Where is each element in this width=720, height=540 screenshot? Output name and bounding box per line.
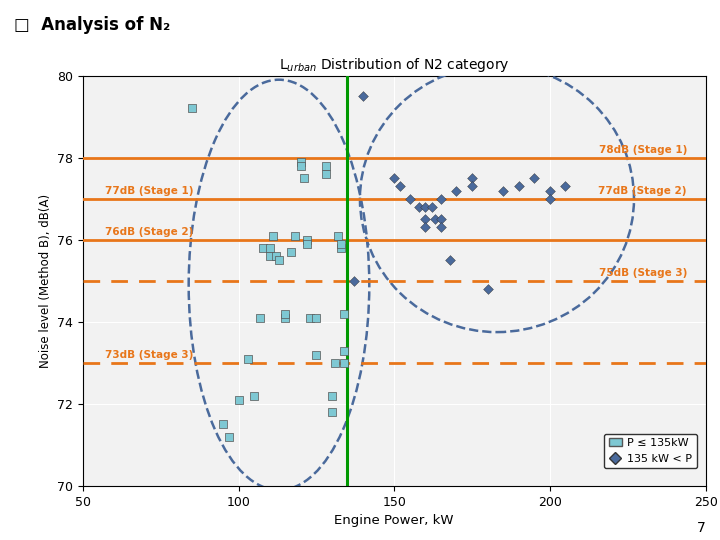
P ≤ 135kW: [336, 240, 347, 248]
P ≤ 135kW: [326, 408, 338, 416]
135 kW < P: [435, 223, 446, 232]
P ≤ 135kW: [264, 252, 275, 260]
P ≤ 135kW: [298, 174, 310, 183]
Y-axis label: Noise level (Method B), dB(A): Noise level (Method B), dB(A): [39, 194, 52, 368]
P ≤ 135kW: [336, 244, 347, 252]
P ≤ 135kW: [329, 359, 341, 367]
P ≤ 135kW: [233, 395, 244, 404]
Text: 78dB (Stage 1): 78dB (Stage 1): [598, 145, 687, 155]
135 kW < P: [482, 285, 493, 293]
P ≤ 135kW: [310, 350, 322, 359]
P ≤ 135kW: [279, 309, 291, 318]
P ≤ 135kW: [270, 252, 282, 260]
135 kW < P: [429, 215, 441, 224]
135 kW < P: [451, 186, 462, 195]
P ≤ 135kW: [255, 313, 266, 322]
P ≤ 135kW: [273, 256, 284, 265]
P ≤ 135kW: [248, 392, 260, 400]
135 kW < P: [559, 182, 571, 191]
P ≤ 135kW: [310, 313, 322, 322]
135 kW < P: [467, 174, 478, 183]
P ≤ 135kW: [338, 346, 350, 355]
135 kW < P: [420, 215, 431, 224]
135 kW < P: [528, 174, 540, 183]
P ≤ 135kW: [286, 248, 297, 256]
135 kW < P: [444, 256, 456, 265]
P ≤ 135kW: [338, 309, 350, 318]
135 kW < P: [404, 194, 415, 203]
135 kW < P: [389, 174, 400, 183]
P ≤ 135kW: [186, 104, 197, 113]
Text: 73dB (Stage 3): 73dB (Stage 3): [104, 350, 193, 360]
P ≤ 135kW: [333, 231, 344, 240]
P ≤ 135kW: [320, 161, 331, 170]
P ≤ 135kW: [301, 240, 312, 248]
Text: 75dB (Stage 3): 75dB (Stage 3): [598, 268, 687, 278]
P ≤ 135kW: [338, 359, 350, 367]
Text: 77dB (Stage 1): 77dB (Stage 1): [104, 186, 193, 196]
P ≤ 135kW: [305, 313, 316, 322]
135 kW < P: [357, 92, 369, 100]
Text: 7: 7: [697, 521, 706, 535]
135 kW < P: [395, 182, 406, 191]
Legend: P ≤ 135kW, 135 kW < P: P ≤ 135kW, 135 kW < P: [604, 434, 697, 468]
P ≤ 135kW: [223, 433, 235, 441]
P ≤ 135kW: [295, 158, 307, 166]
Text: □  Analysis of N₂: □ Analysis of N₂: [14, 16, 171, 34]
P ≤ 135kW: [267, 231, 279, 240]
P ≤ 135kW: [264, 244, 275, 252]
135 kW < P: [435, 215, 446, 224]
P ≤ 135kW: [301, 235, 312, 244]
135 kW < P: [413, 202, 425, 211]
Text: 77dB (Stage 2): 77dB (Stage 2): [598, 186, 687, 196]
135 kW < P: [498, 186, 509, 195]
P ≤ 135kW: [258, 244, 269, 252]
X-axis label: Engine Power, kW: Engine Power, kW: [335, 514, 454, 527]
135 kW < P: [348, 276, 359, 285]
P ≤ 135kW: [217, 420, 229, 429]
P ≤ 135kW: [326, 392, 338, 400]
135 kW < P: [435, 194, 446, 203]
P ≤ 135kW: [289, 231, 300, 240]
135 kW < P: [420, 202, 431, 211]
135 kW < P: [426, 202, 437, 211]
P ≤ 135kW: [295, 161, 307, 170]
135 kW < P: [467, 182, 478, 191]
P ≤ 135kW: [320, 170, 331, 178]
135 kW < P: [544, 194, 556, 203]
135 kW < P: [544, 186, 556, 195]
Title: L$_{urban}$ Distribution of N2 category: L$_{urban}$ Distribution of N2 category: [279, 56, 510, 73]
P ≤ 135kW: [279, 313, 291, 322]
Text: 76dB (Stage 2): 76dB (Stage 2): [104, 227, 193, 237]
135 kW < P: [420, 223, 431, 232]
135 kW < P: [513, 182, 525, 191]
P ≤ 135kW: [242, 354, 253, 363]
